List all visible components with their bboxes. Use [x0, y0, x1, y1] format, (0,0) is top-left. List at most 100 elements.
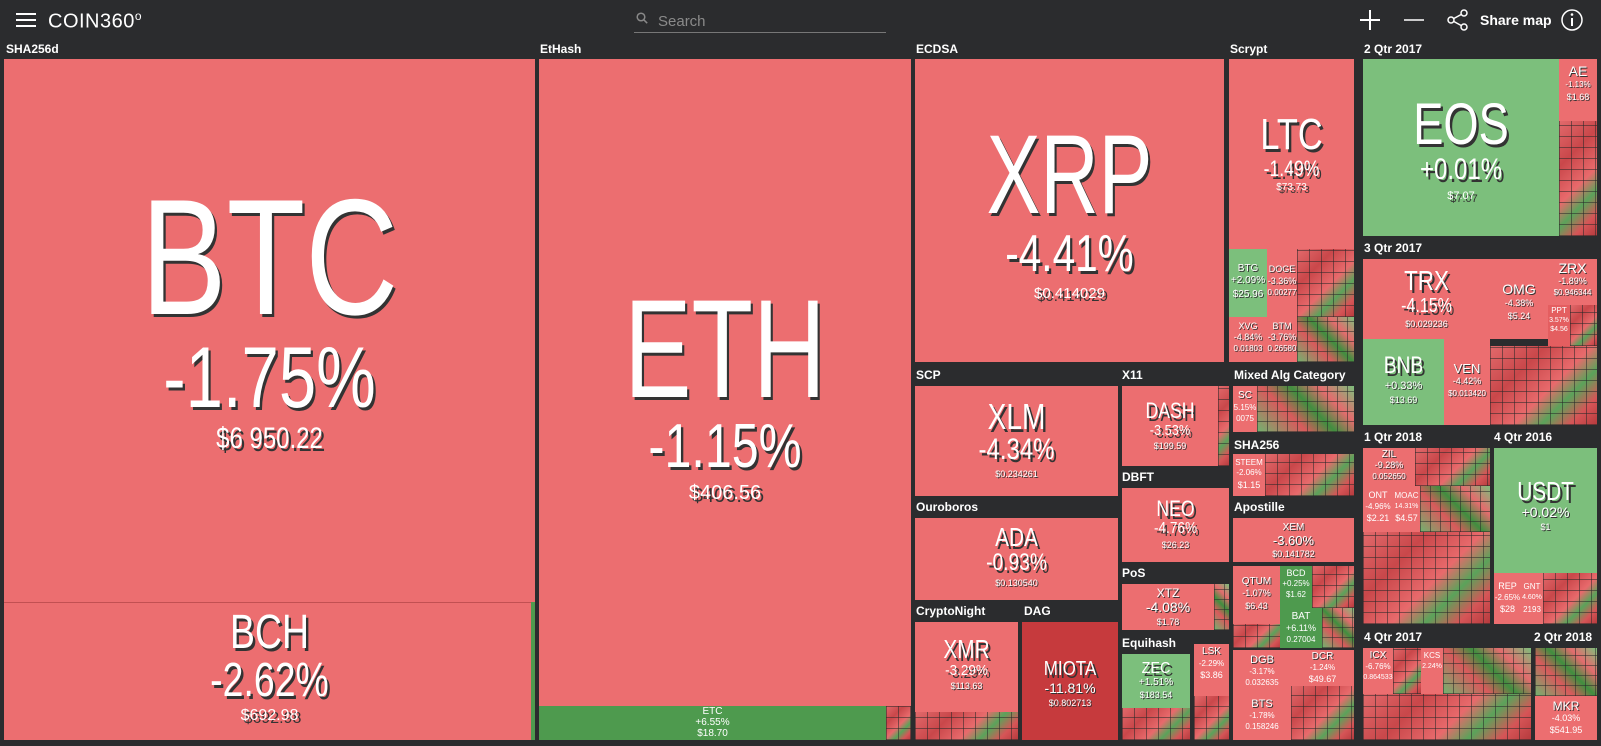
- coin-tile-zil[interactable]: ZIL -9.28% 0.052650: [1363, 448, 1415, 486]
- coin-tile-doge[interactable]: DOGE -3.36% 0.00277: [1267, 249, 1297, 317]
- zoom-in-plus-icon[interactable]: [1358, 8, 1382, 32]
- coin-tile-bnb[interactable]: BNB +0.33% $13.69: [1363, 339, 1444, 425]
- small-coins-cluster[interactable]: [1322, 608, 1354, 648]
- hamburger-menu-icon[interactable]: [16, 11, 38, 29]
- group-label-q4-2016: 4 Qtr 2016: [1494, 430, 1553, 444]
- coin-tile-omg[interactable]: OMG -4.38% $5.24: [1490, 259, 1548, 339]
- coin-tile-trx[interactable]: TRX -4.15% $0.029236: [1363, 259, 1490, 339]
- small-coins-cluster[interactable]: [1443, 648, 1531, 694]
- small-coins-cluster[interactable]: [1312, 566, 1354, 608]
- coin-tile-neo[interactable]: NEO -4.76% $26.23: [1122, 488, 1229, 562]
- group-label-q3-2017: 3 Qtr 2017: [1364, 241, 1423, 255]
- coin-tile-xmr[interactable]: XMR -3.29% $113.63: [915, 622, 1018, 712]
- coin-tile-btg[interactable]: BTG +2.09% $25.96: [1229, 249, 1267, 317]
- coin-tile-bcd[interactable]: BCD +0.25% $1.62: [1280, 566, 1312, 608]
- coin-tile-mkr[interactable]: MKR -4.03% $541.95: [1535, 696, 1597, 740]
- small-coins-cluster[interactable]: [1257, 386, 1354, 432]
- small-coins-cluster[interactable]: [1420, 486, 1490, 532]
- group-label-pos: PoS: [1122, 566, 1146, 580]
- coin-tile-xlm[interactable]: XLM -4.34% $0.234261: [915, 386, 1118, 496]
- small-coins-cluster[interactable]: [1122, 708, 1190, 740]
- coin-tile-ada[interactable]: ADA -0.93% $0.130540: [915, 518, 1118, 600]
- coin-tile-lsk[interactable]: LSK -2.29% $3.86: [1194, 644, 1229, 696]
- small-coins-cluster[interactable]: [1415, 448, 1490, 486]
- coin-tile-ven[interactable]: VEN -4.42% $0.013420: [1444, 339, 1490, 425]
- coin-tile-ppt[interactable]: PPT 3.57% $4.56: [1548, 305, 1570, 346]
- coin-tile-gnt[interactable]: GNT 4.60% 2193: [1521, 573, 1543, 624]
- group-label-dag: DAG: [1024, 604, 1051, 618]
- group-label-mixed: Mixed Alg Category: [1234, 368, 1346, 382]
- group-label-ethash: EtHash: [540, 42, 582, 56]
- app-logo[interactable]: COIN360o: [48, 9, 143, 33]
- group-label-equihash: Equihash: [1122, 636, 1177, 650]
- coin-tile-xtz[interactable]: XTZ -4.08% $1.78: [1122, 584, 1214, 630]
- group-label-q4-2017: 4 Qtr 2017: [1364, 630, 1423, 644]
- coin-tile-ltc[interactable]: LTC -1.49% $73.73: [1229, 59, 1354, 249]
- small-coins-cluster[interactable]: [915, 712, 1018, 740]
- small-coins-cluster[interactable]: [1535, 648, 1597, 696]
- coin-tile-eth[interactable]: ETH -1.15% $406.56: [539, 59, 911, 706]
- coin-tile-ae[interactable]: AE -1.13% $1.68: [1559, 59, 1597, 121]
- small-coins-cluster[interactable]: [1297, 317, 1354, 362]
- small-coins-cluster[interactable]: [1194, 696, 1229, 740]
- coin-tile-btm[interactable]: BTM -3.76% 0.26580: [1267, 317, 1297, 362]
- coin-tile-dcr[interactable]: DCR -1.24% $49.67: [1291, 650, 1354, 686]
- coin-tile-eos[interactable]: EOS +0.01% $7.07: [1363, 59, 1559, 236]
- coin-tile-sc[interactable]: SC 5.15% 0075: [1233, 386, 1257, 432]
- group-label-sha256: SHA256: [1234, 438, 1280, 452]
- coin-tile-bat[interactable]: BAT +6.11% 0.27004: [1280, 608, 1322, 648]
- coin-tile-dash[interactable]: DASH -3.53% $199.59: [1122, 386, 1218, 466]
- group-label-q1-2018: 1 Qtr 2018: [1364, 430, 1423, 444]
- coin-tile-xem[interactable]: XEM -3.60% $0.141782: [1233, 518, 1354, 562]
- coin-tile-etc[interactable]: ETC +6.55% $18.70: [539, 706, 886, 740]
- small-coins-cluster[interactable]: [1570, 305, 1597, 346]
- small-coins-cluster[interactable]: [1233, 624, 1280, 648]
- group-label-apostille: Apostille: [1234, 500, 1285, 514]
- coin-tile-btc[interactable]: BTC -1.75% $6 950.22: [4, 59, 535, 602]
- small-coins-cluster[interactable]: [1218, 386, 1229, 466]
- coin-tile-rep[interactable]: REP -2.65% $28: [1494, 573, 1521, 624]
- group-label-sha256d: SHA256d: [6, 42, 59, 56]
- share-map-button[interactable]: Share map: [1480, 12, 1552, 28]
- coin-tile-kcs[interactable]: KCS 2.24%: [1421, 648, 1443, 694]
- coin-tile-zrx[interactable]: ZRX -1.89% $0.946344: [1548, 259, 1597, 305]
- search-input[interactable]: [656, 10, 880, 32]
- group-label-q2-2018: 2 Qtr 2018: [1534, 630, 1593, 644]
- group-label-ouroboros: Ouroboros: [916, 500, 978, 514]
- coin-tile-bch[interactable]: BCH -2.62% $692.98: [4, 602, 535, 740]
- coin-tile-miota[interactable]: MIOTA -11.81% $0.802713: [1022, 622, 1118, 740]
- coin-tile-zec[interactable]: ZEC +1.51% $183.54: [1122, 654, 1190, 708]
- group-label-q2-2017: 2 Qtr 2017: [1364, 42, 1423, 56]
- coin-tile-xrp[interactable]: XRP -4.41% $0.414029: [915, 59, 1224, 362]
- small-coins-cluster[interactable]: [1265, 454, 1354, 496]
- small-coins-cluster[interactable]: [1291, 686, 1354, 740]
- share-icon[interactable]: [1446, 8, 1470, 32]
- group-label-dbft: DBFT: [1122, 470, 1154, 484]
- small-coins-cluster[interactable]: [1363, 694, 1531, 740]
- small-coins-cluster[interactable]: [1543, 573, 1597, 624]
- small-coins-cluster[interactable]: [1490, 346, 1597, 425]
- coin-tile-bts[interactable]: BTS -1.78% 0.158246: [1233, 694, 1291, 740]
- top-bar: COIN360o Share map: [0, 0, 1601, 40]
- small-coins-cluster[interactable]: [886, 706, 911, 740]
- coin-tile-moac[interactable]: MOAC 14.31% $4.57: [1393, 486, 1420, 532]
- search-box: [634, 8, 886, 33]
- coin-tile-usdt[interactable]: USDT +0.02% $1: [1494, 448, 1597, 573]
- coin-tile-steem[interactable]: STEEM -2.06% $1.15: [1233, 454, 1265, 496]
- zoom-out-minus-icon[interactable]: [1402, 8, 1426, 32]
- coin-tile-icx[interactable]: ICX -6.76% 0.864533: [1363, 648, 1393, 694]
- small-coins-cluster[interactable]: [1559, 121, 1597, 236]
- small-coins-cluster[interactable]: [1214, 584, 1229, 630]
- info-icon[interactable]: [1560, 8, 1584, 32]
- coin-tile-ont[interactable]: ONT -4.96% $2.21: [1363, 486, 1393, 532]
- coin-tile-xvg[interactable]: XVG -4.84% 0.01803: [1229, 317, 1267, 362]
- small-coins-cluster[interactable]: [1393, 648, 1421, 694]
- coin-tile-dgb[interactable]: DGB -3.17% 0.032635: [1233, 650, 1291, 694]
- group-label-x11: X11: [1122, 368, 1143, 382]
- small-coins-cluster[interactable]: [1363, 532, 1490, 624]
- small-tile[interactable]: [531, 602, 535, 740]
- coin-tile-qtum[interactable]: QTUM -1.07% $6.43: [1233, 566, 1280, 624]
- group-label-scrypt: Scrypt: [1230, 42, 1268, 56]
- small-coins-cluster[interactable]: [1297, 249, 1354, 317]
- group-label-ecdsa: ECDSA: [916, 42, 959, 56]
